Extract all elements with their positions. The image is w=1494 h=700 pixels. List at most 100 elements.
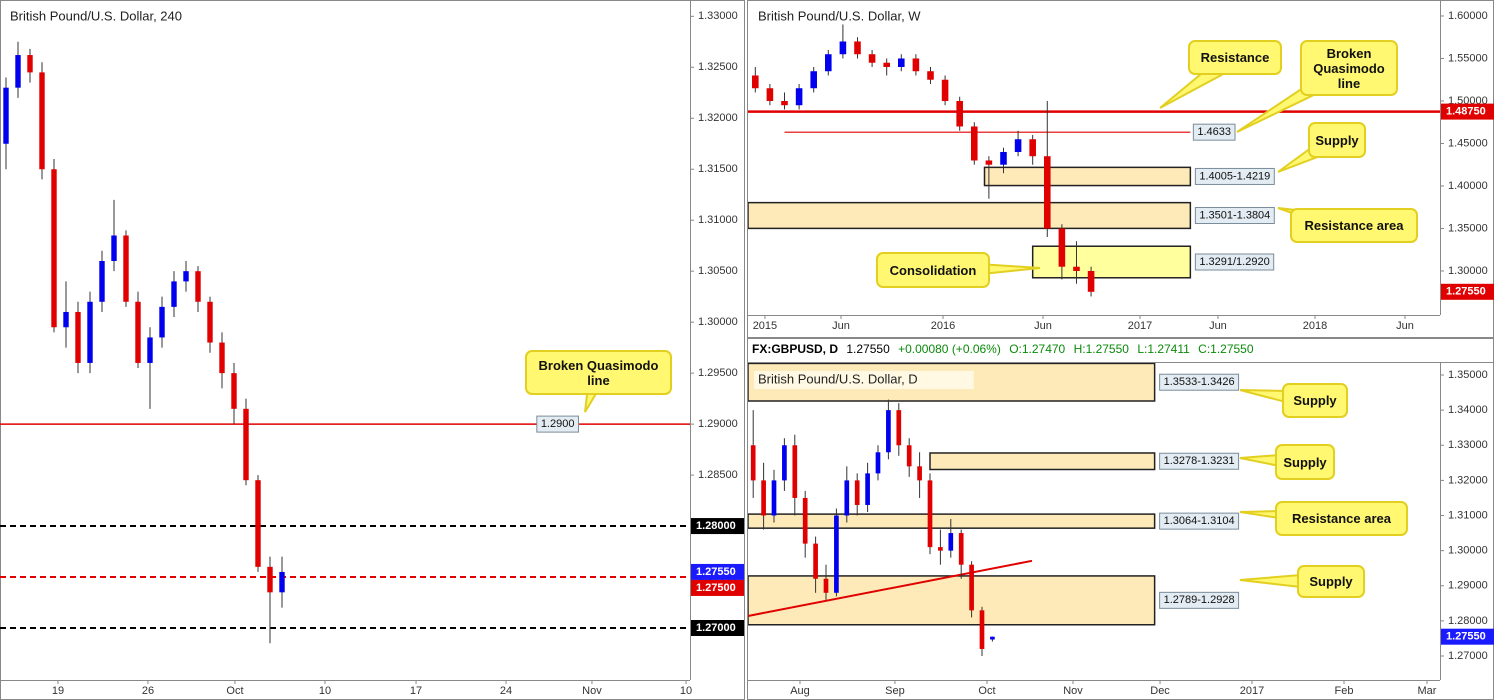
chart-title: British Pound/U.S. Dollar, W	[758, 8, 921, 23]
y-tick-label: 1.55000	[1448, 52, 1488, 64]
chart-title: British Pound/U.S. Dollar, D	[758, 371, 918, 386]
candle-body	[111, 235, 117, 261]
price-tag-label: 1.28000	[696, 520, 736, 532]
zone-label: 1.3501-1.3804	[1199, 209, 1270, 221]
candle-body	[1073, 266, 1080, 271]
candle-body	[969, 564, 974, 611]
x-tick-label: Jun	[832, 320, 850, 332]
candle-body	[802, 497, 808, 544]
candle-body	[207, 301, 213, 343]
y-tick-label: 1.30500	[698, 265, 738, 277]
zone-label-box	[1194, 167, 1275, 185]
price-tag	[1441, 103, 1494, 120]
callout: Consolidation	[876, 252, 990, 288]
candle-body	[1029, 139, 1036, 157]
change: +0.00080 (+0.06%)	[898, 342, 1001, 356]
x-tick-label: 10	[319, 685, 331, 697]
y-tick-label: 1.32000	[698, 112, 738, 124]
zone-label: 1.4005-1.4219	[1199, 170, 1270, 182]
candle-body	[896, 410, 902, 446]
candle-body	[810, 71, 817, 89]
callout: Broken Quasimodo line	[525, 350, 672, 395]
candle-body	[834, 515, 839, 593]
y-tick-label: 1.33000	[698, 10, 738, 22]
chart-title: British Pound/U.S. Dollar, 240	[10, 8, 182, 23]
level-label-box	[536, 415, 579, 433]
y-tick-label: 1.28500	[698, 469, 738, 481]
close: C:1.27550	[1198, 342, 1254, 356]
x-tick-label: 2016	[931, 320, 955, 332]
candle-body	[1000, 151, 1007, 165]
candle-body	[854, 480, 860, 505]
y-tick-label: 1.33000	[1448, 439, 1488, 451]
zone	[748, 201, 1192, 230]
candle-body	[990, 636, 995, 640]
plot	[748, 24, 1440, 297]
x-tick-label: 19	[52, 685, 64, 697]
candle-body	[87, 301, 93, 363]
zone	[748, 575, 1156, 626]
zone-label-box	[1159, 512, 1240, 530]
candle-body	[938, 547, 943, 551]
candle-body	[51, 169, 57, 328]
zone-label: 1.3064-1.3104	[1164, 515, 1235, 527]
candle-body	[27, 55, 33, 73]
candle-body	[761, 480, 766, 516]
price-tag	[1441, 628, 1494, 645]
y-tick-label: 1.35000	[1448, 222, 1488, 234]
candle-body	[823, 578, 829, 593]
candle-body	[147, 337, 153, 363]
candle-body	[195, 271, 201, 302]
candle-body	[771, 480, 777, 516]
zone	[983, 166, 1192, 187]
plot	[0, 41, 690, 644]
y-tick-label: 1.40000	[1448, 180, 1488, 192]
x-tick-label: Oct	[226, 685, 243, 697]
price-tag	[691, 579, 744, 596]
candle-body	[898, 58, 905, 67]
zone-label: 1.3278-1.3231	[1164, 455, 1235, 467]
price-tag	[691, 518, 744, 535]
y-tick-label: 1.30000	[1448, 545, 1488, 557]
x-tick-label: Jun	[1396, 320, 1414, 332]
candle-body	[171, 281, 177, 307]
trendline	[748, 559, 1033, 617]
y-tick-label: 1.30000	[698, 316, 738, 328]
candle-body	[243, 408, 249, 481]
x-tick-label: Dec	[1150, 685, 1170, 697]
y-tick-label: 1.35000	[1448, 369, 1488, 381]
candle-body	[956, 100, 963, 127]
zone-label: 1.2789-1.2928	[1164, 594, 1235, 606]
price-tag	[1441, 283, 1494, 300]
y-tick-label: 1.31000	[1448, 509, 1488, 521]
candle-body	[123, 235, 129, 302]
candle-body	[865, 473, 870, 505]
candle-body	[750, 445, 756, 481]
candle-body	[183, 271, 189, 282]
x-tick-label: 17	[410, 685, 422, 697]
x-tick-label: 2015	[753, 320, 777, 332]
x-tick-label: Jun	[1034, 320, 1052, 332]
x-tick-label: Mar	[1418, 685, 1437, 697]
candle-body	[886, 410, 891, 453]
daily-header: FX:GBPUSD, D 1.27550 +0.00080 (+0.06%) O…	[752, 342, 1259, 356]
low: L:1.27411	[1137, 342, 1190, 356]
zone-label: 1.3291/1.2920	[1199, 256, 1269, 268]
zone-label: 1.3533-1.3426	[1164, 376, 1235, 388]
candle-body	[39, 72, 45, 170]
candle-body	[3, 87, 9, 144]
y-tick-label: 1.31000	[698, 214, 738, 226]
zone	[1031, 245, 1192, 279]
candle-body	[868, 54, 876, 63]
candle-body	[1043, 156, 1051, 229]
callout: Resistance area	[1275, 501, 1408, 536]
candle-body	[766, 88, 774, 101]
candle-body	[844, 480, 850, 516]
zone-label-box	[1194, 207, 1275, 225]
price-tag-label: 1.27550	[696, 566, 736, 578]
candle-body	[135, 301, 141, 363]
x-tick-label: 2017	[1128, 320, 1152, 332]
price-tag-label: 1.27550	[1446, 286, 1486, 298]
x-tick-label: 2018	[1303, 320, 1327, 332]
